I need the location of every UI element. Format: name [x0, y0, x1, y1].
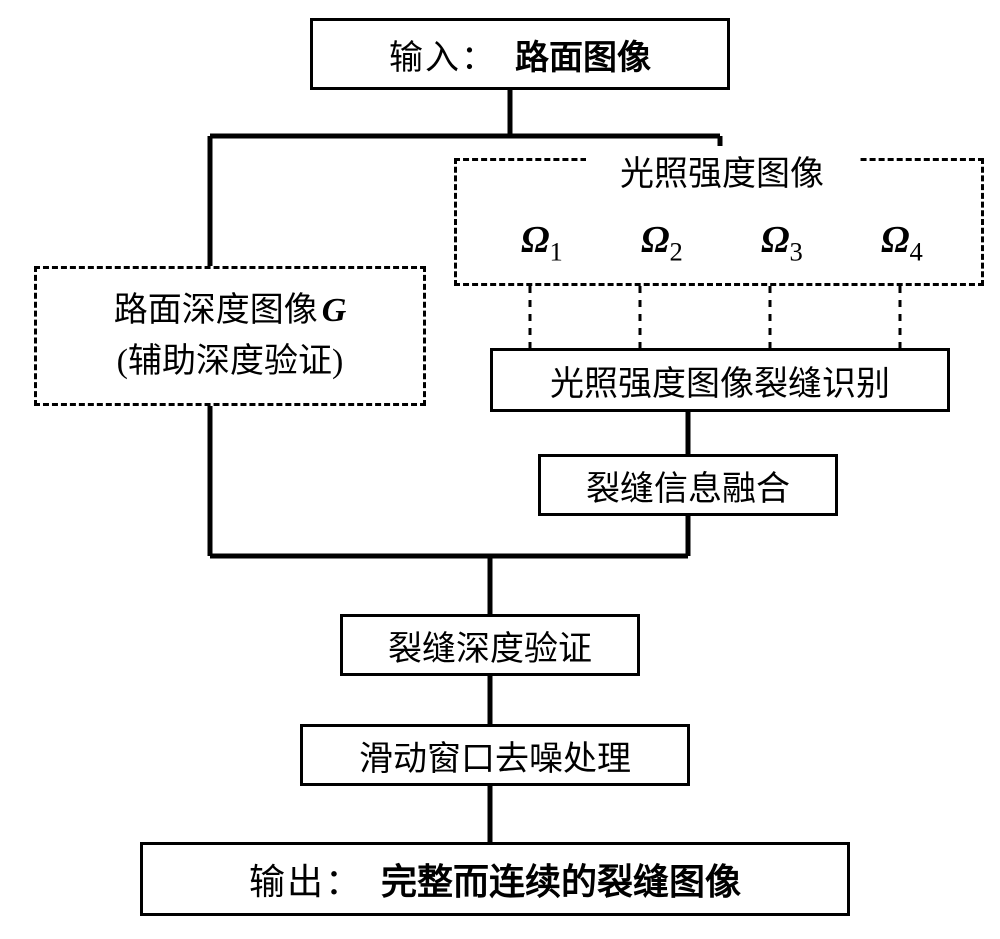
depth-verify-text: 裂缝深度验证 — [388, 621, 592, 670]
node-depth-verify: 裂缝深度验证 — [340, 614, 640, 676]
node-depth-image: 路面深度图像G (辅助深度验证) — [34, 266, 426, 406]
connector-lines — [0, 0, 1000, 939]
sliding-text: 滑动窗口去噪处理 — [359, 731, 631, 780]
node-crack-recognition: 光照强度图像裂缝识别 — [490, 348, 950, 412]
light-title: 光照强度图像 — [586, 146, 858, 195]
depth-line1-text: 路面深度图像 — [114, 292, 318, 329]
depth-line1: 路面深度图像G — [114, 285, 347, 336]
info-fusion-text: 裂缝信息融合 — [586, 461, 790, 510]
node-info-fusion: 裂缝信息融合 — [538, 454, 838, 516]
output-main: 完整而连续的裂缝图像 — [381, 853, 741, 905]
omega-row: Ω1 Ω2 Ω3 Ω4 — [482, 218, 962, 268]
output-prefix: 输出： — [249, 853, 363, 905]
depth-line2: (辅助深度验证) — [117, 336, 344, 387]
omega-4: Ω4 — [881, 218, 923, 268]
omega-2: Ω2 — [641, 218, 683, 268]
node-output: 输出： 完整而连续的裂缝图像 — [140, 842, 850, 916]
flowchart-canvas: 输入： 路面图像 光照强度图像 Ω1 Ω2 Ω3 Ω4 路面深度图像G (辅助深… — [0, 0, 1000, 939]
depth-g: G — [322, 292, 347, 329]
omega-1: Ω1 — [521, 218, 563, 268]
node-sliding-window: 滑动窗口去噪处理 — [300, 724, 690, 786]
light-title-text: 光照强度图像 — [620, 156, 824, 193]
node-input: 输入： 路面图像 — [310, 18, 730, 90]
input-prefix: 输入： — [389, 30, 497, 79]
crack-recog-text: 光照强度图像裂缝识别 — [550, 356, 890, 405]
omega-3: Ω3 — [761, 218, 803, 268]
input-main: 路面图像 — [515, 30, 651, 79]
